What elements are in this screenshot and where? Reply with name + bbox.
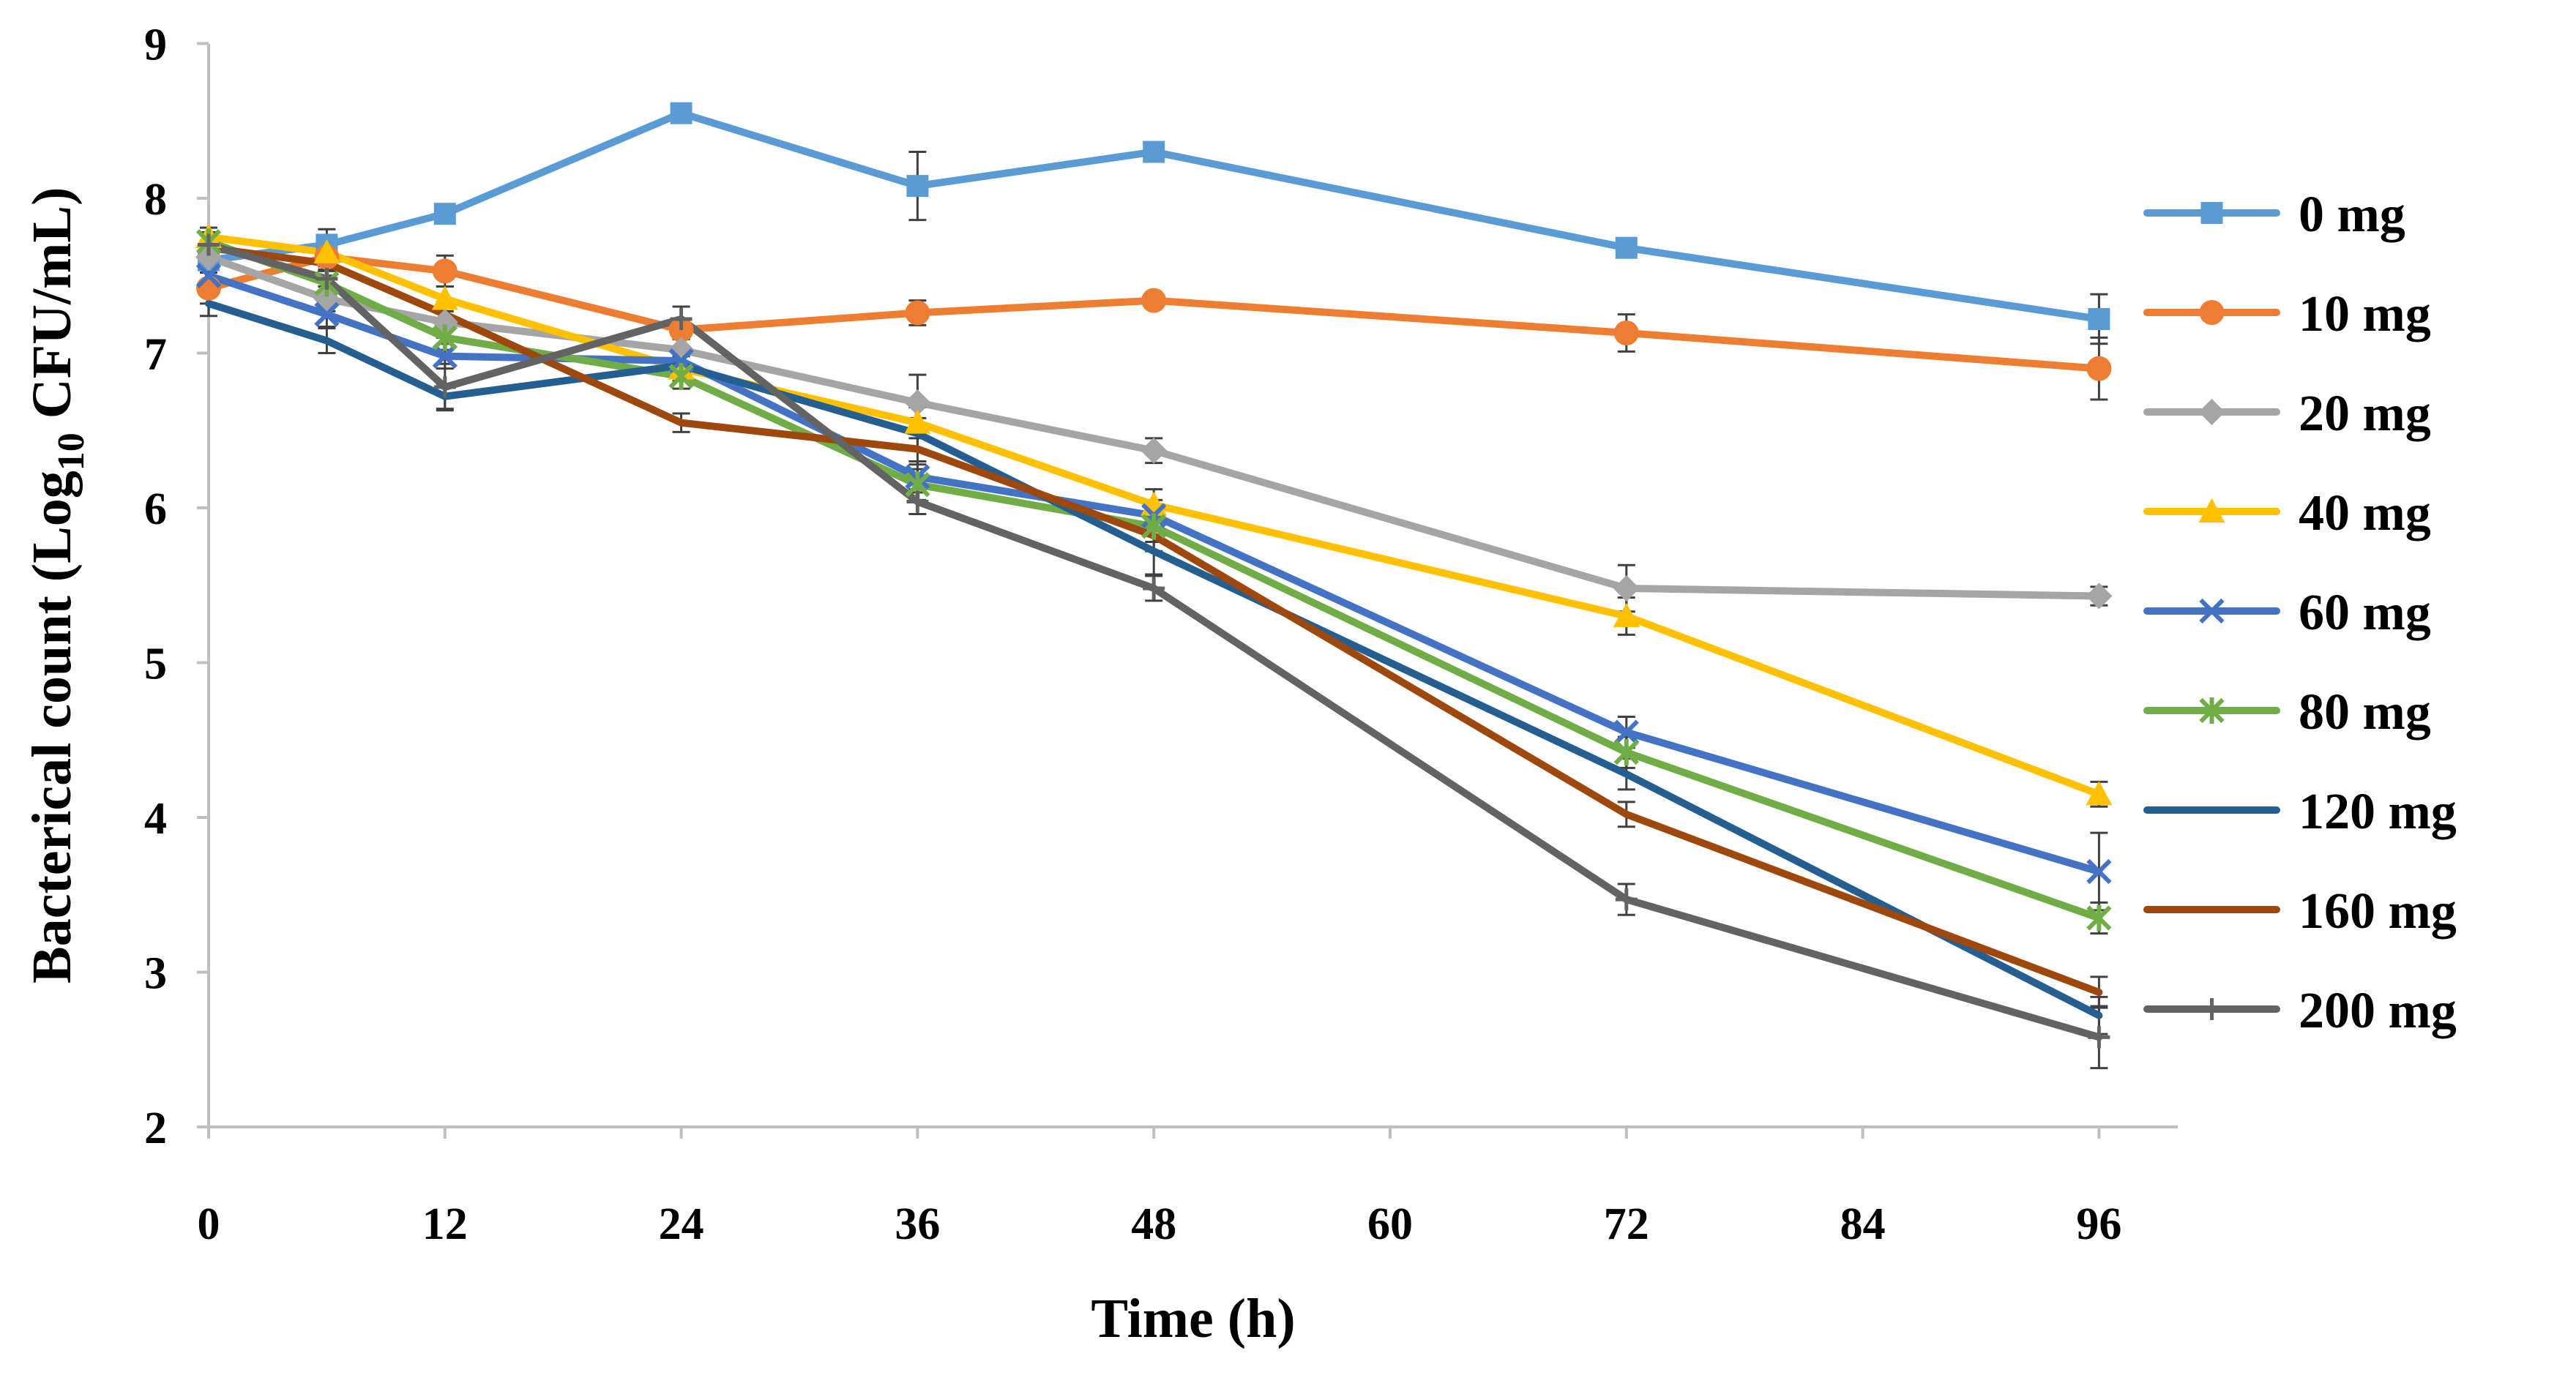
legend-label: 40 mg <box>2299 485 2431 542</box>
data-point-80-mg <box>1613 739 1639 766</box>
y-tick-label: 2 <box>144 1104 167 1153</box>
data-point-20-mg <box>904 389 931 416</box>
data-point-80-mg <box>668 363 694 390</box>
data-point-200-mg <box>1143 577 1165 599</box>
legend-swatch-marker <box>2198 399 2225 425</box>
y-tick-label: 4 <box>144 794 167 844</box>
legend-label: 120 mg <box>2299 784 2457 840</box>
series-line-60-mg <box>205 271 2103 876</box>
y-tick-label: 9 <box>144 20 167 70</box>
legend-item-80-mg: 80 mg <box>2143 684 2431 741</box>
data-point-0-mg <box>1615 236 1638 259</box>
y-axis-title-suffix: CFU/mL) <box>21 187 83 433</box>
legend-swatch-marker <box>2199 697 2225 724</box>
data-point-0-mg <box>1143 141 1165 163</box>
legend-swatch-marker <box>2199 598 2225 624</box>
data-point-200-mg <box>1615 888 1638 911</box>
series-lines <box>205 109 2103 1041</box>
data-point-200-mg <box>433 376 456 399</box>
data-point-60-mg <box>1613 719 1639 745</box>
legend: 0 mg 10 mg 20 mg 40 mg 60 mg 80 mg 120 mg 160 m… <box>2143 187 2457 1039</box>
legend-label: 160 mg <box>2299 883 2457 940</box>
y-tick-label: 8 <box>144 175 167 225</box>
data-point-40-mg <box>431 285 458 310</box>
data-point-10-mg <box>905 300 930 326</box>
data-point-0-mg <box>2088 307 2110 330</box>
x-tick-label: 96 <box>2076 1199 2121 1249</box>
x-tick-label: 60 <box>1367 1199 1413 1249</box>
data-point-40-mg <box>313 239 340 264</box>
series-line-160-mg <box>205 244 2103 996</box>
data-point-10-mg <box>432 258 458 284</box>
y-tick-label: 3 <box>144 949 167 999</box>
data-point-10-mg <box>196 275 221 301</box>
data-point-10-mg <box>1141 288 1167 313</box>
x-tick-label: 12 <box>422 1199 468 1249</box>
y-tick-label: 7 <box>144 330 167 380</box>
series-line-0-mg <box>205 109 2103 323</box>
y-tick-label: 6 <box>144 484 167 534</box>
legend-item-10-mg: 10 mg <box>2143 286 2431 342</box>
data-point-10-mg <box>2086 356 2112 381</box>
x-tick-label: 0 <box>198 1199 220 1249</box>
legend-label: 60 mg <box>2299 585 2431 641</box>
legend-label: 20 mg <box>2299 386 2431 442</box>
x-tick-label: 84 <box>1840 1199 1886 1249</box>
data-point-0-mg <box>433 203 456 225</box>
legend-label: 80 mg <box>2299 684 2431 741</box>
legend-item-120-mg: 120 mg <box>2143 784 2457 840</box>
legend-item-0-mg: 0 mg <box>2143 187 2405 243</box>
data-point-20-mg <box>1613 574 1640 602</box>
data-point-0-mg <box>906 175 929 198</box>
data-point-80-mg <box>432 324 458 351</box>
data-point-40-mg <box>2086 781 2113 806</box>
x-tick-label: 48 <box>1131 1199 1176 1249</box>
x-tick-label: 72 <box>1604 1199 1649 1249</box>
y-axis-title: Bacterical count (Log10 CFU/mL) <box>21 187 92 984</box>
series-line-200-mg <box>205 241 2103 1041</box>
data-point-60-mg <box>314 301 340 327</box>
data-point-200-mg <box>198 233 220 256</box>
series-markers <box>195 102 2113 1049</box>
data-point-200-mg <box>906 490 929 513</box>
tick-labels: 2 3 4 5 6 7 8 9 0 12 24 36 48 60 72 84 96 <box>144 20 2121 1250</box>
series-line-120-mg <box>205 299 2103 1019</box>
series-line-40-mg <box>205 233 2103 798</box>
data-point-10-mg <box>1613 321 1639 346</box>
data-point-20-mg <box>1140 437 1168 464</box>
data-point-80-mg <box>2086 904 2112 932</box>
legend-swatch-marker <box>2198 498 2225 522</box>
y-axis-title-prefix: Bacterical count (Log <box>21 471 83 984</box>
x-tick-label: 36 <box>895 1199 940 1249</box>
series-line-20-mg <box>205 253 2103 600</box>
legend-label: 10 mg <box>2299 286 2431 342</box>
data-point-60-mg <box>432 343 458 369</box>
x-axis-title: Time (h) <box>1091 1288 1295 1349</box>
data-point-40-mg <box>904 409 931 434</box>
data-point-60-mg <box>195 263 222 288</box>
legend-label: 200 mg <box>2299 983 2457 1039</box>
data-point-60-mg <box>2086 858 2112 885</box>
data-point-80-mg <box>1141 513 1167 540</box>
legend-label: 0 mg <box>2299 187 2405 243</box>
data-point-0-mg <box>670 102 692 124</box>
data-point-200-mg <box>316 267 338 290</box>
data-point-40-mg <box>1613 603 1640 628</box>
legend-swatch-marker <box>2199 300 2225 325</box>
legend-item-160-mg: 160 mg <box>2143 883 2457 940</box>
legend-swatch-marker <box>2200 202 2223 224</box>
y-tick-label: 5 <box>144 640 167 689</box>
data-point-200-mg <box>670 307 692 330</box>
legend-swatch-marker <box>2200 998 2223 1020</box>
data-point-200-mg <box>2088 1026 2110 1049</box>
legend-item-200-mg: 200 mg <box>2143 983 2457 1039</box>
data-point-20-mg <box>2086 582 2113 610</box>
x-tick-label: 24 <box>659 1199 704 1249</box>
legend-item-60-mg: 60 mg <box>2143 585 2431 641</box>
legend-item-20-mg: 20 mg <box>2143 386 2431 442</box>
y-axis-title-subscript: 10 <box>51 432 92 471</box>
legend-item-40-mg: 40 mg <box>2143 485 2431 542</box>
